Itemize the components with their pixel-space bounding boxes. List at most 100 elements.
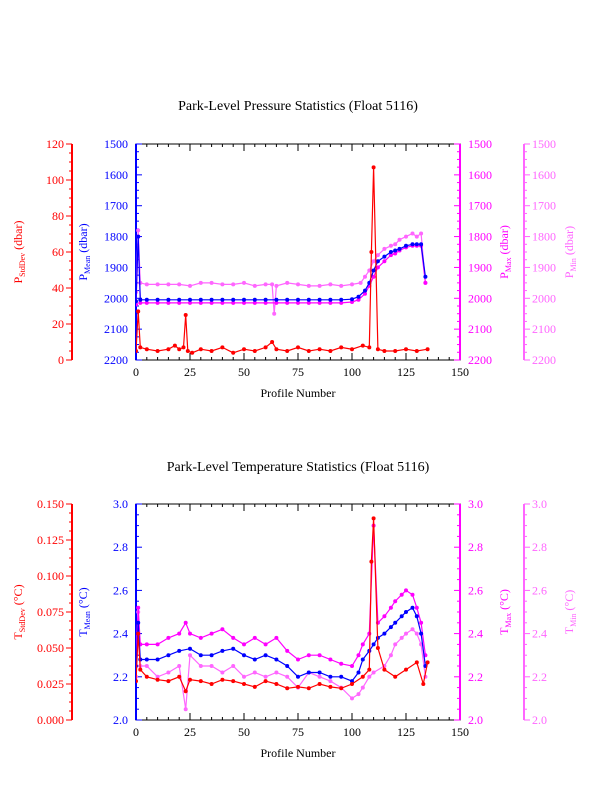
x-tick-label: 25 xyxy=(184,365,196,379)
data-point-mean xyxy=(166,653,171,658)
data-point-stddev xyxy=(136,679,138,684)
y-tick-label-stddev: 0.050 xyxy=(37,641,64,655)
y-axis-label-unit: (°C) xyxy=(497,589,511,613)
data-point-max xyxy=(375,265,380,270)
data-point-min xyxy=(367,674,372,679)
y-axis-label-mean: TMean (°C) xyxy=(76,587,92,636)
data-point-stddev xyxy=(263,679,268,684)
y-tick-label-max: 2000 xyxy=(468,291,492,305)
data-point-max xyxy=(285,648,290,653)
y-axis-label-symbol: T xyxy=(562,626,576,634)
data-point-mean xyxy=(356,670,361,675)
data-point-max xyxy=(166,300,171,305)
y-axis-label-subscript: Mean xyxy=(83,256,92,274)
data-point-min xyxy=(272,311,277,316)
data-point-min xyxy=(358,280,363,285)
data-point-min xyxy=(414,234,419,239)
x-tick-label: 0 xyxy=(133,365,139,379)
data-point-stddev xyxy=(136,631,141,636)
data-point-stddev xyxy=(371,516,376,521)
data-point-max xyxy=(188,300,192,305)
data-point-mean xyxy=(360,657,365,662)
data-point-stddev xyxy=(360,674,365,679)
data-point-min xyxy=(306,283,311,288)
y-axis-label-min: TMin (°C) xyxy=(562,590,578,634)
data-point-mean xyxy=(242,297,246,302)
y-tick-label-max: 1500 xyxy=(468,137,492,151)
y-tick-label-min: 1900 xyxy=(532,260,556,274)
data-point-mean xyxy=(188,297,192,302)
y-tick-label-mean: 2000 xyxy=(104,291,128,305)
data-point-mean xyxy=(296,297,300,302)
data-point-stddev xyxy=(317,682,322,686)
y-tick-label-min: 1600 xyxy=(532,168,556,182)
y-axis-label-subscript: StdDev xyxy=(18,608,27,632)
series-line-max xyxy=(136,236,426,305)
y-tick-label-stddev: 60 xyxy=(52,245,64,259)
data-point-mean xyxy=(155,657,160,662)
data-point-mean xyxy=(220,648,225,653)
data-point-stddev xyxy=(328,349,333,353)
data-point-mean xyxy=(375,259,380,264)
data-point-min xyxy=(231,664,236,668)
data-point-min xyxy=(404,234,408,239)
y-tick-label-mean: 2.2 xyxy=(113,670,128,684)
series-group xyxy=(136,516,430,712)
data-point-min xyxy=(231,282,236,287)
data-point-stddev xyxy=(421,682,426,686)
data-point-stddev xyxy=(242,347,246,352)
data-point-max xyxy=(263,300,268,305)
data-point-min xyxy=(419,231,424,236)
data-point-max xyxy=(388,253,393,258)
data-point-max xyxy=(328,657,333,662)
data-point-min xyxy=(198,280,203,285)
y-tick-label-stddev: 100 xyxy=(46,173,64,187)
data-point-mean xyxy=(339,297,344,302)
data-point-max xyxy=(144,642,149,647)
data-point-mean xyxy=(220,297,225,302)
data-point-min xyxy=(198,664,203,668)
data-point-stddev xyxy=(404,667,408,672)
data-point-max xyxy=(296,300,300,305)
data-point-min xyxy=(388,653,393,658)
data-point-stddev xyxy=(369,559,374,564)
data-point-stddev xyxy=(367,667,372,672)
data-point-stddev xyxy=(166,679,171,684)
data-point-min xyxy=(285,280,290,285)
data-point-min xyxy=(242,674,246,679)
data-point-min xyxy=(367,268,372,273)
x-tick-label: 125 xyxy=(397,365,415,379)
data-point-mean xyxy=(198,653,203,658)
y-axis-label-stddev: PStdDev (dbar) xyxy=(11,220,27,283)
data-point-mean xyxy=(404,610,408,614)
y-tick-label-min: 2200 xyxy=(532,353,556,367)
data-point-min xyxy=(404,631,408,636)
data-point-max xyxy=(177,631,182,636)
y-tick-label-max: 2100 xyxy=(468,322,492,336)
y-tick-label-max: 2200 xyxy=(468,353,492,367)
y-tick-label-mean: 2.4 xyxy=(113,627,128,641)
x-tick-label: 25 xyxy=(184,725,196,739)
data-point-max xyxy=(306,300,311,305)
data-point-stddev xyxy=(166,347,171,352)
data-point-max xyxy=(423,280,428,285)
data-point-min xyxy=(177,282,182,287)
temperature-statistics-chart: Park-Level Temperature Statistics (Float… xyxy=(11,460,578,760)
data-point-max xyxy=(138,300,143,305)
data-point-stddev xyxy=(190,350,195,355)
y-tick-label-max: 2.0 xyxy=(468,713,483,727)
y-tick-label-stddev: 0.100 xyxy=(37,569,64,583)
y-tick-label-mean: 2100 xyxy=(104,322,128,336)
y-axis-label-unit: (°C) xyxy=(562,590,576,614)
chart-title: Park-Level Pressure Statistics (Float 51… xyxy=(178,99,418,114)
data-point-mean xyxy=(252,297,257,302)
data-point-stddev xyxy=(339,686,344,691)
data-point-min xyxy=(242,280,246,285)
data-point-min xyxy=(360,685,365,690)
data-point-min xyxy=(136,228,141,233)
y-axis-label-symbol: T xyxy=(76,629,90,637)
data-point-mean xyxy=(371,268,376,273)
y-tick-label-stddev: 0.075 xyxy=(37,605,64,619)
y-axis-label-max: PMax (dbar) xyxy=(497,225,513,279)
y-tick-label-min: 2.0 xyxy=(532,713,547,727)
